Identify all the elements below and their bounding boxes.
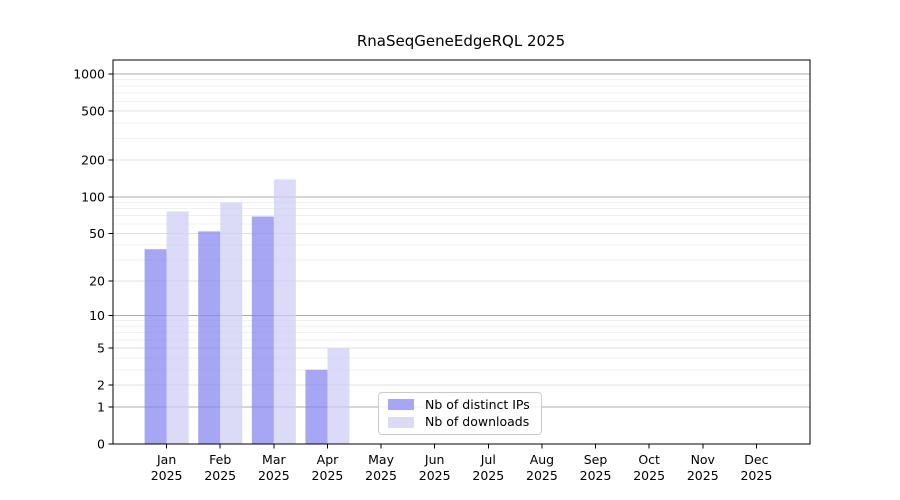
legend-item-distinct-ips: Nb of distinct IPs bbox=[388, 396, 541, 412]
legend-label-downloads: Nb of downloads bbox=[425, 414, 530, 429]
x-tick-label-month: Jul bbox=[480, 452, 496, 467]
y-tick-label: 200 bbox=[81, 153, 105, 168]
bar-distinct-ips-apr bbox=[305, 369, 328, 444]
x-tick-label-month: Aug bbox=[530, 452, 554, 467]
bar-distinct-ips-jan bbox=[144, 249, 167, 444]
x-tick-label-year: 2025 bbox=[526, 468, 558, 483]
x-tick-label-year: 2025 bbox=[580, 468, 612, 483]
legend-swatch-downloads-icon bbox=[388, 416, 414, 428]
x-tick-label-year: 2025 bbox=[258, 468, 290, 483]
legend: Nb of distinct IPs Nb of downloads bbox=[378, 392, 542, 435]
x-tick-label-month: Jan bbox=[156, 452, 176, 467]
x-tick-label-month: Sep bbox=[584, 452, 608, 467]
x-tick-label-year: 2025 bbox=[472, 468, 504, 483]
x-tick-label-year: 2025 bbox=[633, 468, 665, 483]
bar-downloads-jan bbox=[166, 211, 189, 444]
x-tick-label-year: 2025 bbox=[151, 468, 183, 483]
y-tick-label: 1 bbox=[97, 399, 105, 414]
x-tick-label-month: Mar bbox=[262, 452, 286, 467]
bar-distinct-ips-mar bbox=[251, 216, 274, 444]
y-tick-label: 500 bbox=[81, 104, 105, 119]
x-tick-label-month: Oct bbox=[638, 452, 660, 467]
bar-downloads-feb bbox=[220, 202, 243, 444]
y-tick-label: 1000 bbox=[73, 67, 105, 82]
y-tick-label: 50 bbox=[89, 226, 105, 241]
x-tick-label-year: 2025 bbox=[312, 468, 344, 483]
x-tick-label-month: Feb bbox=[209, 452, 231, 467]
x-tick-label-month: Dec bbox=[744, 452, 768, 467]
x-tick-label-year: 2025 bbox=[365, 468, 397, 483]
legend-item-downloads: Nb of downloads bbox=[388, 414, 541, 429]
y-tick-label: 10 bbox=[89, 308, 105, 323]
plot-border bbox=[112, 59, 811, 445]
x-tick-label-month: Apr bbox=[317, 452, 339, 467]
y-tick-label: 2 bbox=[97, 378, 105, 393]
tick-labels: 01251020501002005001000Jan2025Feb2025Mar… bbox=[73, 67, 772, 483]
x-tick-label-year: 2025 bbox=[687, 468, 719, 483]
x-tick-label-month: May bbox=[368, 452, 394, 467]
y-tick-label: 0 bbox=[97, 437, 105, 452]
x-tick-label-month: Nov bbox=[691, 452, 716, 467]
bar-downloads-mar bbox=[273, 179, 296, 444]
x-tick-label-year: 2025 bbox=[740, 468, 772, 483]
chart-title: RnaSeqGeneEdgeRQL 2025 bbox=[357, 32, 565, 50]
bar-downloads-apr bbox=[327, 348, 350, 444]
y-tick-label: 100 bbox=[81, 189, 105, 204]
y-tick-label: 20 bbox=[89, 273, 105, 288]
y-tick-label: 5 bbox=[97, 341, 105, 356]
axes bbox=[108, 59, 811, 449]
bar-distinct-ips-feb bbox=[198, 231, 221, 444]
legend-swatch-distinct-ips-icon bbox=[388, 399, 414, 411]
x-tick-label-year: 2025 bbox=[204, 468, 236, 483]
bars bbox=[144, 179, 350, 444]
x-tick-label-year: 2025 bbox=[419, 468, 451, 483]
legend-label-distinct-ips: Nb of distinct IPs bbox=[425, 396, 530, 412]
x-tick-label-month: Jun bbox=[424, 452, 445, 467]
